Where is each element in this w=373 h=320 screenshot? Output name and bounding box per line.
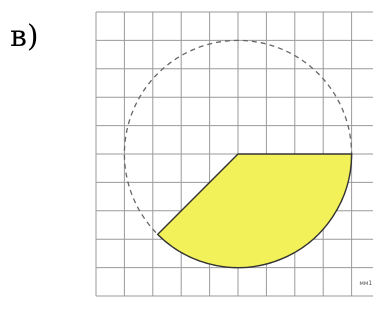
item-label: в) — [10, 19, 39, 54]
shaded-sector — [156, 153, 353, 269]
unit-label: мм1 — [359, 280, 372, 287]
